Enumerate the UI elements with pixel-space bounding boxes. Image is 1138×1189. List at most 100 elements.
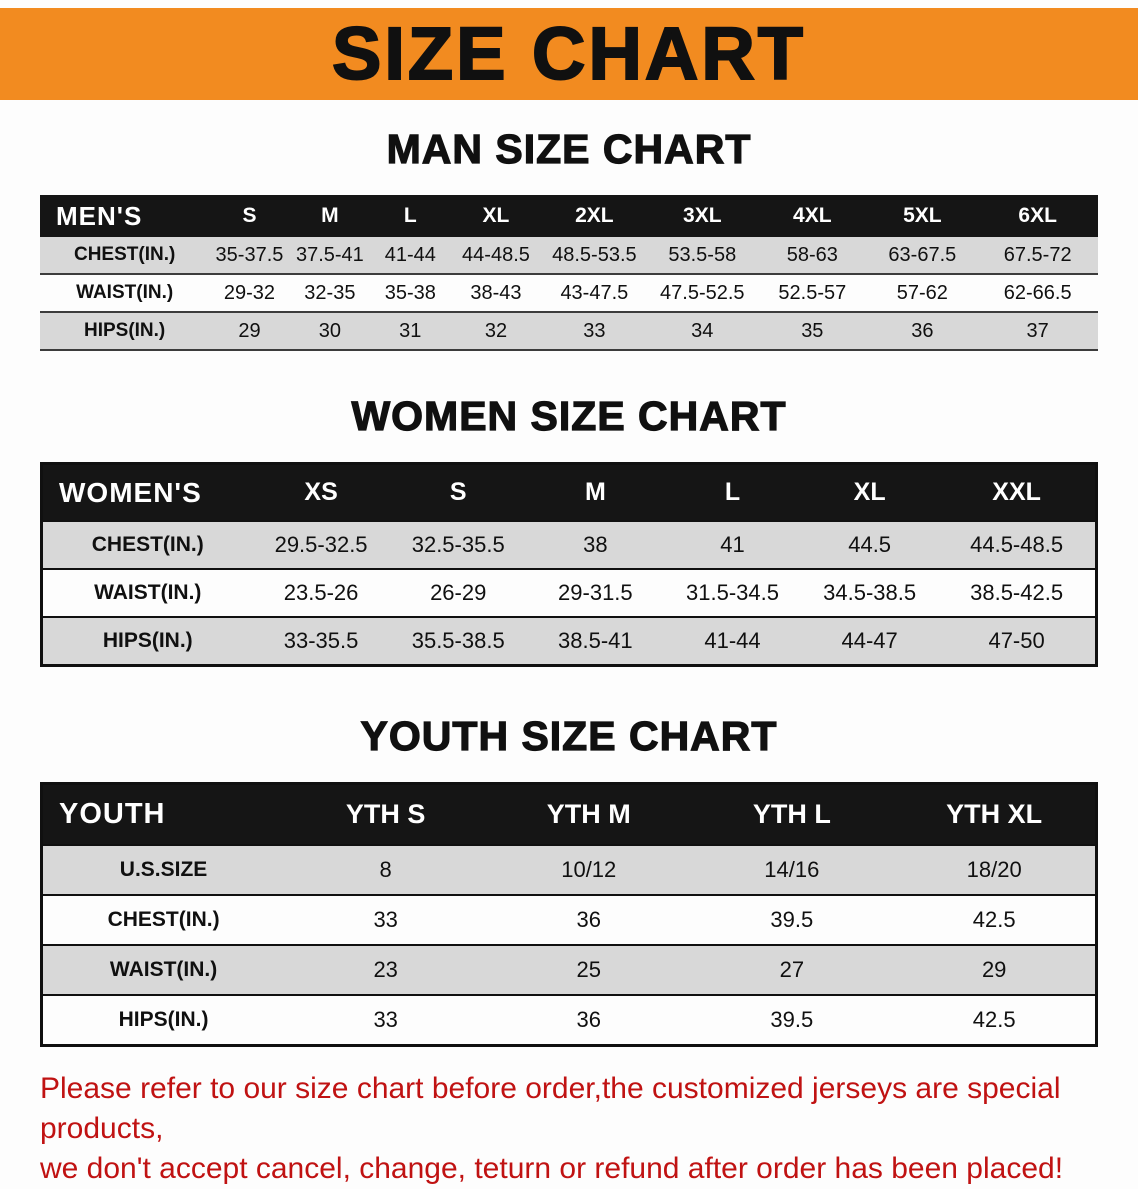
man-table-header-row: MEN'S S M L XL 2XL 3XL 4XL 5XL 6XL (40, 195, 1098, 237)
size-value-cell: 44-48.5 (462, 243, 530, 266)
row-label: CHEST(IN.) (73, 244, 176, 265)
size-value-cell: 32.5-35.5 (411, 532, 505, 557)
table-row: HIPS(IN.) 29 30 31 32 33 34 35 36 37 (40, 312, 1098, 350)
size-value-cell: 44.5 (848, 532, 892, 557)
size-value-cell: 29.5-32.5 (274, 532, 368, 557)
table-row: WAIST(IN.) 23 25 27 29 (41, 945, 1097, 995)
size-value-cell: 29 (981, 957, 1007, 982)
size-value-cell: 39.5 (770, 1007, 814, 1032)
size-value-cell: 35-37.5 (215, 243, 284, 266)
size-header-cell: XXL (938, 463, 1097, 521)
disclaimer-line-2: we don't accept cancel, change, teturn o… (40, 1151, 1064, 1185)
table-row: CHEST(IN.) 35-37.5 37.5-41 41-44 44-48.5… (40, 237, 1098, 274)
disclaimer-line-1: Please refer to our size chart before or… (40, 1072, 1061, 1145)
size-value-cell: 63-67.5 (888, 243, 957, 266)
size-value-cell: 14/16 (764, 857, 820, 882)
size-value-cell: 32-35 (304, 281, 356, 304)
disclaimer-text: Please refer to our size chart before or… (40, 1069, 1118, 1189)
size-value-cell: 41-44 (704, 628, 761, 653)
banner: SIZE CHART (0, 8, 1138, 100)
size-header-cell: 4XL (757, 195, 868, 237)
size-value-cell: 52.5-57 (778, 281, 847, 304)
size-value-cell: 26-29 (430, 580, 487, 605)
size-value-cell: 27 (779, 957, 805, 982)
size-value-cell: 41-44 (384, 243, 436, 266)
size-value-cell: 42.5 (972, 1007, 1016, 1032)
youth-section-heading: YOUTH SIZE CHART (360, 712, 778, 759)
women-size-table: WOMEN'S XS S M L XL XXL CHEST(IN.) 29.5-… (40, 462, 1098, 667)
size-header-cell: XL (801, 463, 939, 521)
size-value-cell: 25 (576, 957, 601, 982)
size-value-cell: 38-43 (470, 281, 522, 304)
size-value-cell: 35 (801, 319, 824, 342)
size-value-cell: 32 (484, 319, 508, 342)
size-value-cell: 48.5-53.5 (552, 243, 637, 266)
row-label: HIPS(IN.) (118, 1008, 209, 1031)
row-label: CHEST(IN.) (107, 908, 220, 931)
size-header-cell: YTH M (487, 783, 691, 845)
row-label: WAIST(IN.) (94, 581, 202, 604)
size-value-cell: 37 (1026, 319, 1049, 342)
size-value-cell: 29-32 (223, 281, 276, 304)
size-value-cell: 44-47 (841, 628, 898, 653)
row-label: HIPS(IN.) (83, 320, 166, 341)
size-value-cell: 67.5-72 (1003, 243, 1072, 266)
size-value-cell: 38 (583, 532, 608, 557)
table-row: HIPS(IN.) 33-35.5 35.5-38.5 38.5-41 41-4… (41, 617, 1097, 666)
size-header-cell: S (209, 195, 290, 237)
table-title-cell: YOUTH (41, 783, 285, 845)
size-header-cell: 3XL (647, 195, 758, 237)
size-value-cell: 10/12 (561, 857, 617, 882)
size-value-cell: 34.5-38.5 (823, 580, 917, 605)
size-value-cell: 33 (373, 907, 398, 932)
size-value-cell: 35.5-38.5 (411, 628, 505, 653)
size-value-cell: 38.5-42.5 (970, 580, 1064, 605)
man-section-heading: MAN SIZE CHART (386, 125, 752, 172)
size-value-cell: 39.5 (770, 907, 814, 932)
size-value-cell: 47-50 (988, 628, 1045, 653)
size-header-cell: XS (252, 463, 390, 521)
size-value-cell: 29-31.5 (558, 580, 633, 605)
size-header-cell: L (663, 463, 802, 521)
size-value-cell: 33 (583, 319, 606, 342)
table-title-cell: WOMEN'S (41, 463, 253, 521)
table-title-cell: MEN'S (40, 195, 210, 237)
size-value-cell: 8 (379, 857, 392, 882)
size-header-cell: S (389, 463, 527, 521)
size-value-cell: 33-35.5 (283, 628, 359, 653)
size-value-cell: 29 (238, 319, 261, 342)
size-value-cell: 36 (911, 319, 934, 342)
row-label: HIPS(IN.) (102, 629, 193, 652)
table-row: WAIST(IN.) 23.5-26 26-29 29-31.5 31.5-34… (41, 569, 1097, 617)
size-header-cell: 2XL (541, 195, 648, 237)
size-chart-page: SIZE CHART MAN SIZE CHART MEN'S S M L XL… (0, 8, 1138, 1185)
size-header-cell: YTH S (284, 783, 488, 845)
youth-table-header-row: YOUTH YTH S YTH M YTH L YTH XL (41, 783, 1097, 845)
size-value-cell: 38.5-41 (558, 628, 633, 653)
women-table-header-row: WOMEN'S XS S M L XL XXL (41, 463, 1097, 521)
size-value-cell: 41 (720, 532, 745, 557)
size-header-cell: YTH L (690, 783, 894, 845)
size-value-cell: 30 (318, 319, 341, 342)
size-value-cell: 58-63 (786, 243, 838, 266)
women-section-heading: WOMEN SIZE CHART (351, 392, 787, 439)
row-label: WAIST(IN.) (76, 282, 174, 303)
size-value-cell: 36 (576, 1007, 601, 1032)
size-value-cell: 34 (691, 319, 714, 342)
size-value-cell: 31 (399, 319, 422, 342)
size-header-cell: 6XL (977, 195, 1098, 237)
size-header-cell: M (526, 463, 664, 521)
youth-size-table: YOUTH YTH S YTH M YTH L YTH XL U.S.SIZE … (40, 782, 1098, 1047)
table-row: U.S.SIZE 8 10/12 14/16 18/20 (41, 845, 1097, 895)
man-size-table: MEN'S S M L XL 2XL 3XL 4XL 5XL 6XL CHEST… (40, 195, 1098, 351)
page-title: SIZE CHART (331, 12, 806, 95)
size-header-cell: XL (450, 195, 542, 237)
size-value-cell: 18/20 (966, 857, 1022, 882)
size-value-cell: 23.5-26 (283, 580, 359, 605)
table-row: CHEST(IN.) 33 36 39.5 42.5 (41, 895, 1097, 945)
size-header-cell: 5XL (867, 195, 978, 237)
size-value-cell: 33 (373, 1007, 398, 1032)
table-row: WAIST(IN.) 29-32 32-35 35-38 38-43 43-47… (40, 274, 1098, 312)
size-value-cell: 62-66.5 (1003, 281, 1072, 304)
size-value-cell: 42.5 (972, 907, 1016, 932)
